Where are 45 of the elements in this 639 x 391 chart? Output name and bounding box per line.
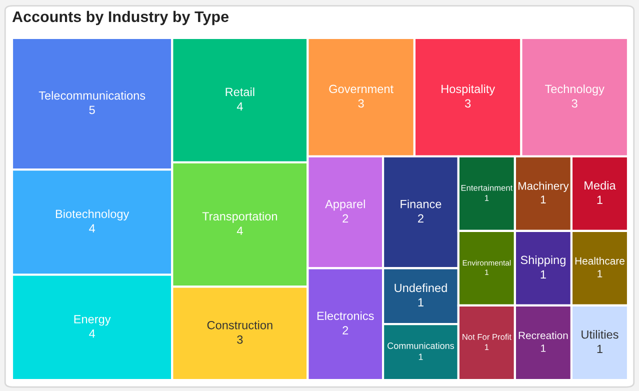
data-label: 3 — [572, 99, 578, 108]
data-label: 1 — [540, 270, 546, 278]
category-label: Biotechnology — [56, 209, 130, 220]
data-label: 5 — [89, 106, 95, 114]
category-label: Utilities — [582, 330, 618, 339]
category-label: Shipping — [520, 255, 566, 266]
category-label: Not For Profit — [462, 334, 512, 340]
data-label: 4 — [89, 330, 96, 338]
data-label: 1 — [418, 354, 423, 360]
data-label: 1 — [418, 298, 424, 306]
category-label: Entertainment — [461, 184, 513, 191]
data-label: 3 — [465, 99, 471, 108]
category-label: Construction — [207, 320, 272, 330]
category-label: Apparel — [325, 200, 365, 211]
data-label: 4 — [236, 226, 243, 235]
data-label: 1 — [485, 195, 489, 201]
data-label: 2 — [342, 326, 348, 334]
category-label: Healthcare — [575, 256, 624, 265]
data-label: 3 — [358, 99, 364, 108]
data-label: 1 — [485, 344, 489, 350]
data-label: 4 — [89, 224, 96, 232]
category-label: Media — [584, 180, 616, 190]
category-label: Communications — [388, 342, 454, 349]
data-label: 1 — [541, 344, 546, 352]
category-label: Undefined — [394, 283, 447, 292]
category-label: Recreation — [518, 332, 568, 340]
category-label: Electronics — [317, 311, 374, 320]
category-label: Finance — [400, 200, 442, 208]
data-label: 1 — [597, 196, 602, 204]
category-label: Hospitality — [442, 84, 496, 96]
category-label: Technology — [545, 84, 604, 96]
data-label: 1 — [598, 270, 602, 278]
data-label: 1 — [597, 344, 602, 353]
category-label: Machinery — [518, 182, 569, 192]
category-label: Transportation — [202, 212, 277, 223]
category-label: Retail — [226, 87, 254, 96]
data-label: 3 — [237, 335, 243, 344]
category-label: Energy — [74, 315, 111, 326]
text: Accounts by Industry by Type — [12, 10, 229, 26]
data-label: 4 — [236, 102, 243, 110]
category-label: Government — [329, 84, 394, 94]
category-label: Telecommunications — [38, 91, 146, 100]
data-label: 2 — [418, 214, 424, 223]
data-label: 2 — [342, 214, 348, 223]
data-label: 1 — [540, 196, 546, 204]
